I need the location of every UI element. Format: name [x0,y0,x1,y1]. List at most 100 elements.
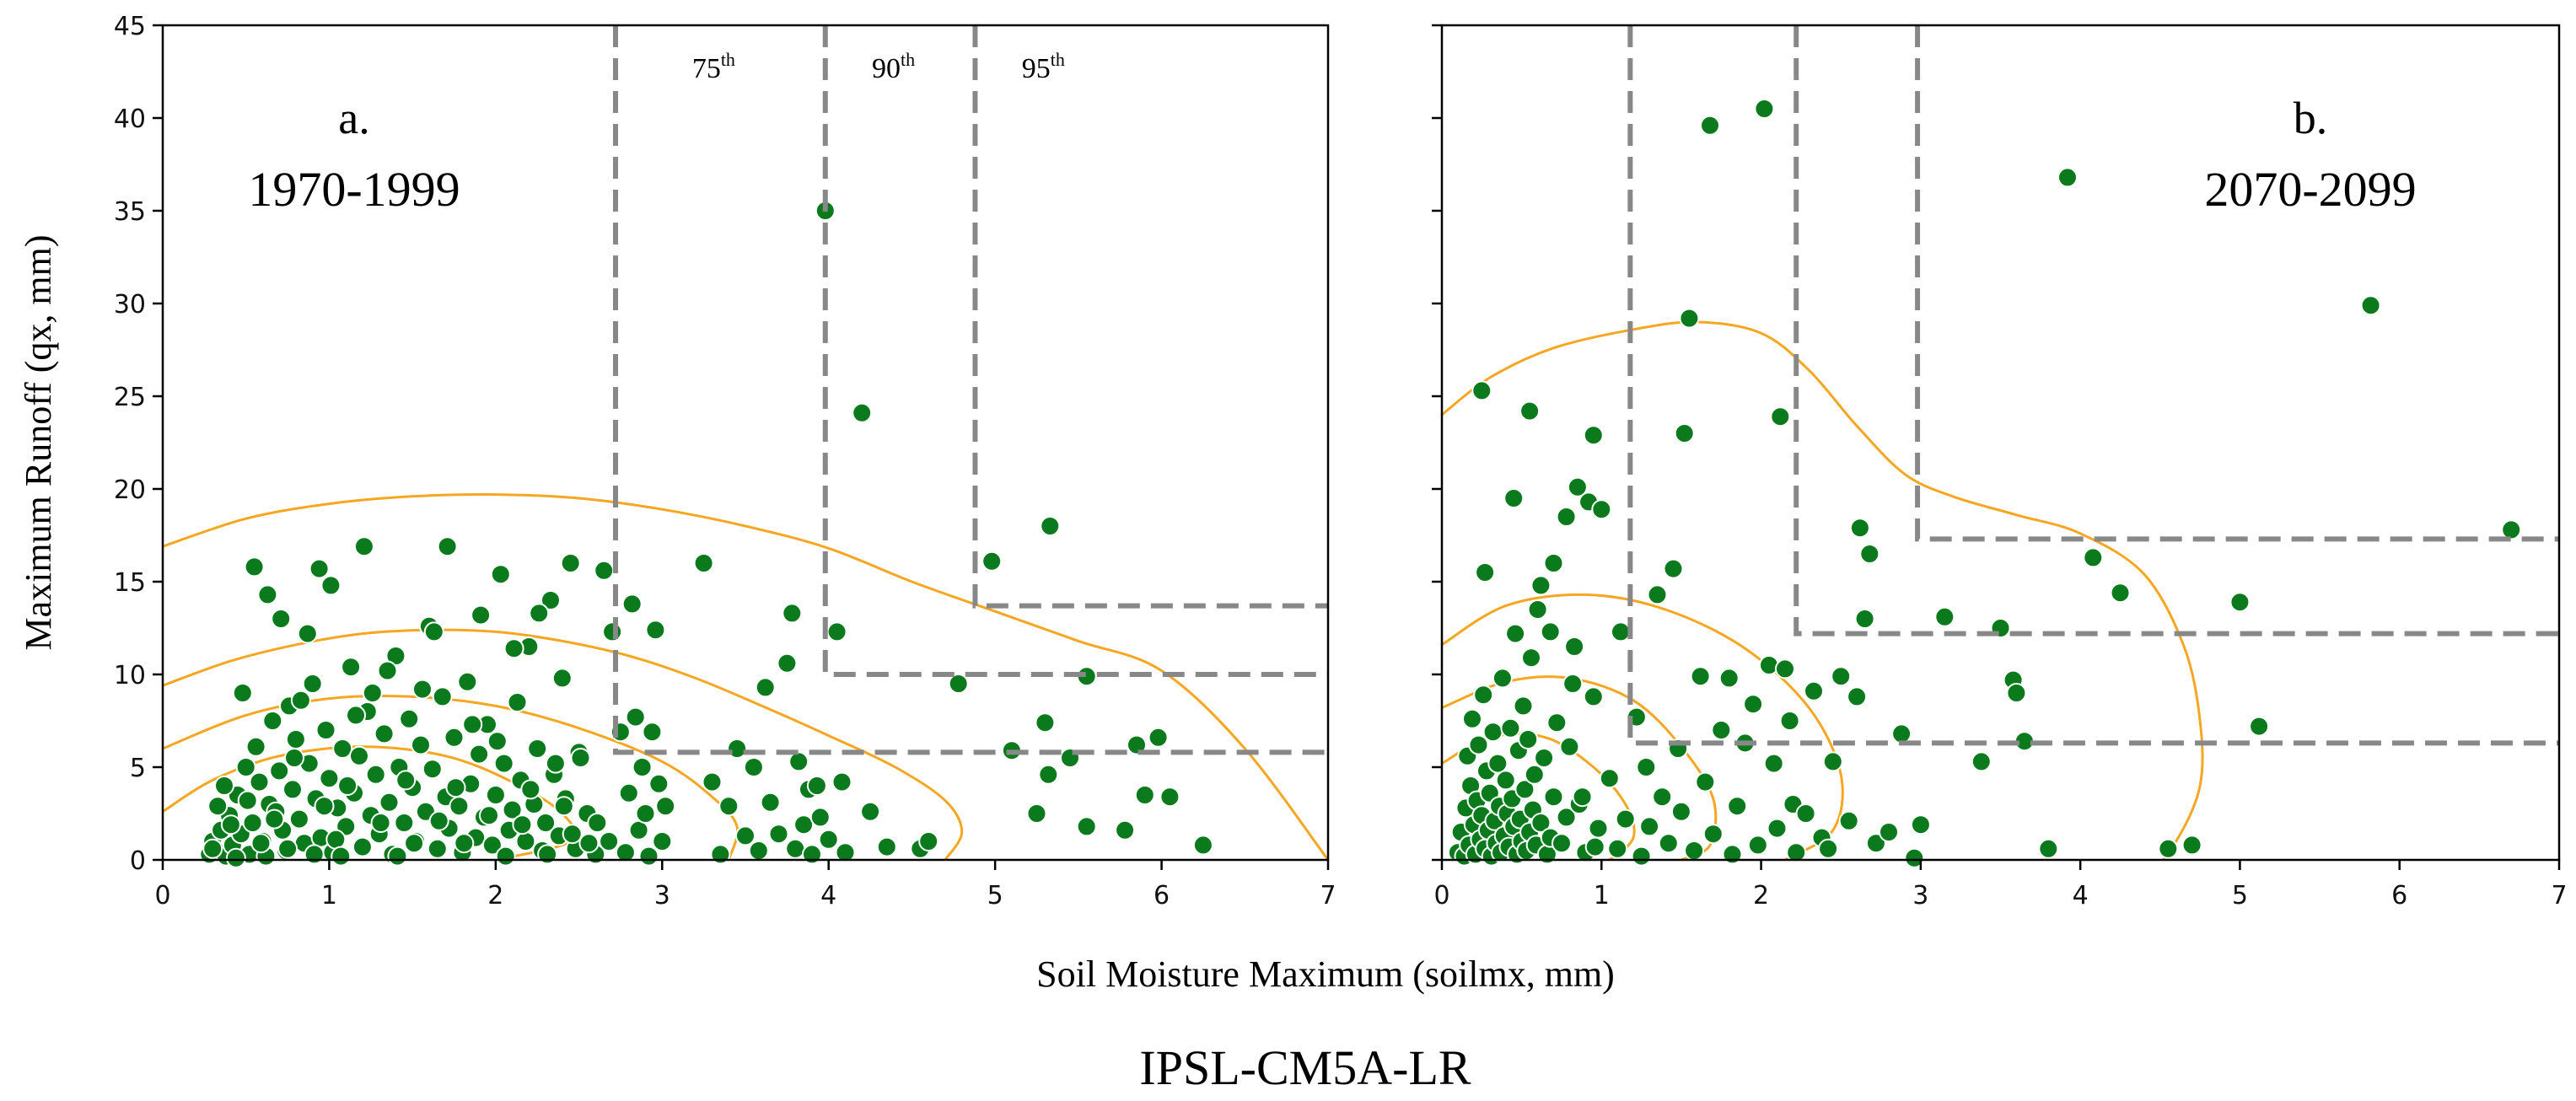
scatter-point [1607,838,1628,859]
scatter-point [428,810,449,831]
scatter-point [469,744,490,765]
scatter-point [785,838,806,859]
scatter-point [1500,717,1521,738]
scatter-point [202,838,223,859]
scatter-point [782,603,803,624]
scatter-point [1859,544,1880,564]
scatter-point [852,402,873,423]
scatter-point [587,813,608,833]
scatter-point [2229,592,2251,613]
scatter-point [1795,803,1816,824]
scatter-point [220,814,241,835]
scatter-point [948,674,969,694]
scatter-point [394,813,415,833]
scatter-point [1513,696,1534,717]
x-tick-label: 5 [2232,881,2248,910]
scatter-point [512,814,533,835]
x-tick-label: 6 [1154,881,1170,910]
scatter-point [1763,753,1784,774]
scatter-point [1684,841,1705,861]
scatter-point [365,764,386,785]
x-tick-label: 4 [2073,881,2089,910]
scatter-point [860,801,881,822]
y-tick-label: 35 [114,197,146,227]
percentile-label-95: 95th [1022,49,1065,84]
panel-b-thresholds [1627,25,2559,746]
scatter-point [235,757,256,777]
scatter-point [1519,400,1541,422]
scatter-point [545,753,566,774]
scatter-point [1134,785,1155,805]
scatter-point [1822,751,1843,772]
scatter-point [1711,720,1732,740]
scatter-point [2057,167,2078,188]
scatter-point [551,668,573,689]
scatter-point [1727,796,1748,817]
panel-a-thresholds [613,25,1328,755]
scatter-point [1854,609,1875,629]
threshold-line-3 [1915,25,2559,542]
scatter-point [2110,583,2131,604]
scatter-point [755,677,776,698]
scatter-point [1631,846,1652,867]
scatter-point [1518,729,1539,749]
scatter-point [214,776,234,796]
scatter-point [1556,807,1577,828]
scatter-point [594,560,615,581]
panel-a-label: a. [338,93,369,143]
scatter-point [602,621,623,642]
scatter-point [1482,722,1503,743]
scatter-point [1718,668,1740,689]
scatter-point [271,609,292,629]
scatter-point [760,792,781,813]
scatter-point [257,584,278,605]
scatter-point [809,807,831,828]
scatter-point [1831,666,1852,687]
scatter-point [1611,621,1631,642]
scatter-point [244,556,265,577]
scatter-point [423,621,444,642]
scatter-point [481,835,503,856]
scatter-point [404,833,425,854]
panel-b-frame [1440,24,2561,862]
scatter-point [352,836,373,857]
scatter-point [315,720,336,740]
scatter-point [1076,816,1097,837]
scatter-point [1652,787,1673,808]
y-tick-label: 30 [114,290,146,320]
scatter-point [788,751,809,772]
scatter-point [314,796,335,817]
scatter-point [748,841,769,861]
scatter-point [1674,423,1695,443]
scatter-point [1679,308,1700,329]
scatter-point [1779,711,1800,731]
scatter-point [1904,847,1925,868]
contour-line-2 [1442,593,1844,860]
scatter-point [1495,770,1516,791]
scatter-point [1786,842,1807,863]
scatter-point [1670,801,1691,822]
scatter-point [1567,476,1588,497]
scatter-point [285,729,306,749]
threshold-line-3 [972,25,1328,609]
scatter-point [249,771,270,792]
panel-a-points [199,201,1213,868]
scatter-point [325,829,347,850]
scatter-point [1775,658,1795,679]
scatter-point [1910,814,1931,835]
scatter-point [642,722,663,743]
scatter-point [693,553,714,573]
scatter-point [1663,558,1684,579]
scatter-point [599,831,620,851]
scatter-point [645,620,666,641]
scatter-point [1543,553,1564,573]
threshold-line-2 [822,25,1328,677]
scatter-point [422,759,443,780]
scatter-point [1514,779,1535,800]
scatter-point [490,564,511,585]
scatter-point [652,831,673,851]
x-axis-label: Soil Moisture Maximum (soilmx, mm) [1036,953,1615,995]
scatter-point [529,603,550,624]
